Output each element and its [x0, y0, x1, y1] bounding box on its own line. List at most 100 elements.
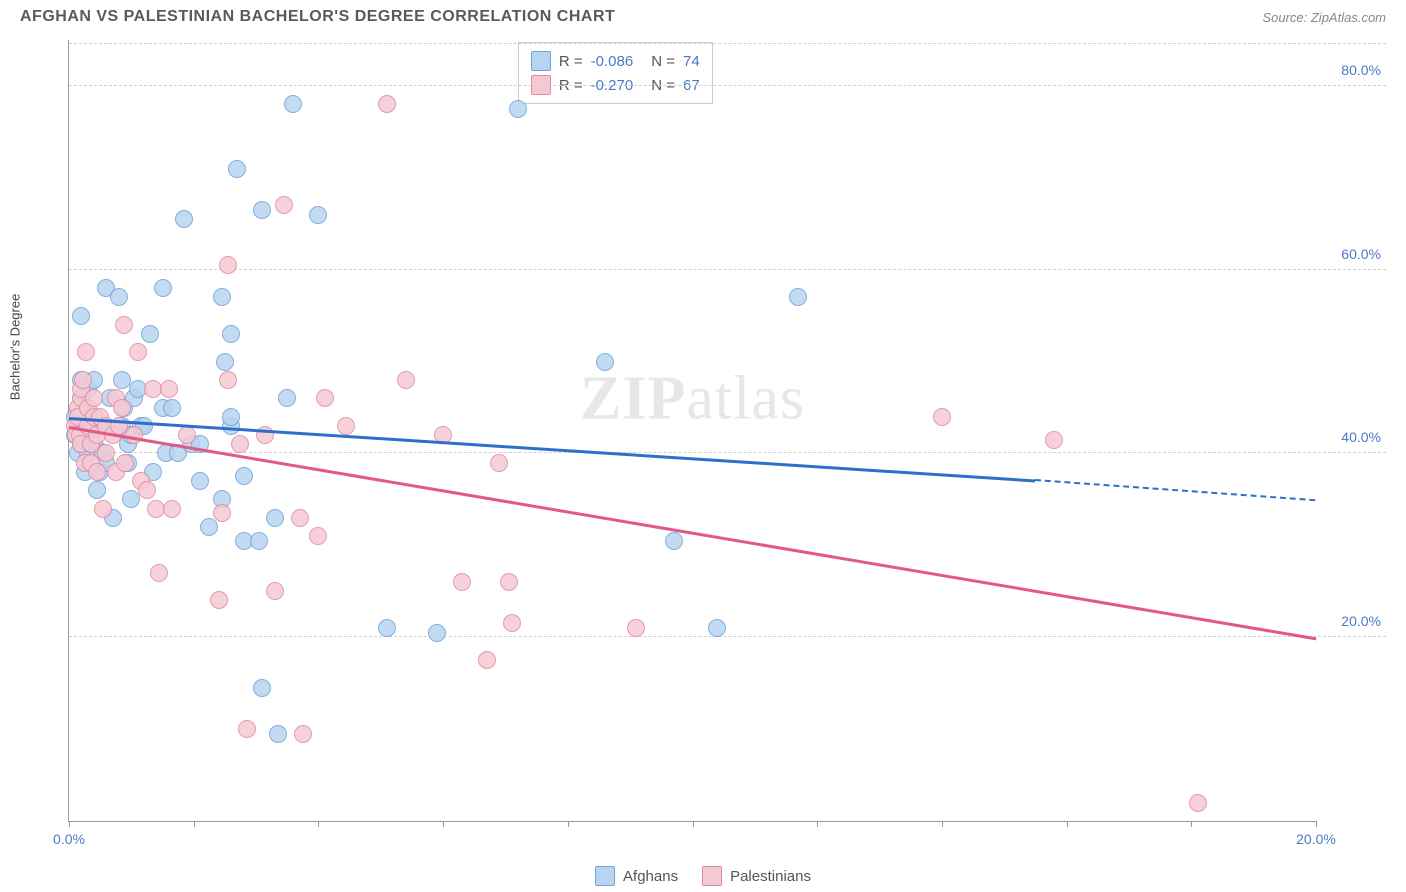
data-point — [337, 417, 355, 435]
data-point — [294, 725, 312, 743]
data-point — [210, 591, 228, 609]
data-point — [478, 651, 496, 669]
data-point — [219, 371, 237, 389]
chart-container: Bachelor's Degree ZIPatlas R = -0.086N =… — [20, 40, 1386, 852]
x-tick — [443, 821, 444, 827]
trend-line — [1035, 479, 1316, 501]
data-point — [665, 532, 683, 550]
data-point — [94, 500, 112, 518]
y-tick-label: 60.0% — [1341, 246, 1381, 262]
data-point — [627, 619, 645, 637]
data-point — [110, 288, 128, 306]
plot-area: ZIPatlas R = -0.086N = 74R = -0.270N = 6… — [68, 40, 1316, 822]
data-point — [235, 467, 253, 485]
data-point — [933, 408, 951, 426]
data-point — [129, 343, 147, 361]
x-tick — [318, 821, 319, 827]
y-tick-label: 80.0% — [1341, 62, 1381, 78]
data-point — [113, 399, 131, 417]
data-point — [509, 100, 527, 118]
data-point — [160, 380, 178, 398]
gridline — [69, 85, 1386, 86]
legend-row: R = -0.086N = 74 — [531, 49, 700, 73]
legend-label: Afghans — [623, 868, 678, 885]
series-legend: Afghans Palestinians — [595, 866, 811, 886]
y-tick-label: 40.0% — [1341, 429, 1381, 445]
data-point — [191, 472, 209, 490]
data-point — [291, 509, 309, 527]
data-point — [163, 399, 181, 417]
chart-title: AFGHAN VS PALESTINIAN BACHELOR'S DEGREE … — [20, 8, 615, 26]
legend-r-label: R = — [559, 53, 583, 70]
y-tick-label: 20.0% — [1341, 613, 1381, 629]
data-point — [178, 426, 196, 444]
data-point — [284, 95, 302, 113]
data-point — [154, 279, 172, 297]
legend-item: Palestinians — [702, 866, 811, 886]
x-tick — [942, 821, 943, 827]
data-point — [222, 408, 240, 426]
data-point — [116, 454, 134, 472]
data-point — [231, 435, 249, 453]
data-point — [269, 725, 287, 743]
x-tick — [568, 821, 569, 827]
x-tick — [194, 821, 195, 827]
source-attribution: Source: ZipAtlas.com — [1262, 10, 1386, 25]
data-point — [200, 518, 218, 536]
data-point — [789, 288, 807, 306]
data-point — [1189, 794, 1207, 812]
data-point — [500, 573, 518, 591]
data-point — [74, 371, 92, 389]
data-point — [378, 95, 396, 113]
data-point — [278, 389, 296, 407]
data-point — [163, 500, 181, 518]
data-point — [97, 444, 115, 462]
data-point — [228, 160, 246, 178]
data-point — [596, 353, 614, 371]
data-point — [138, 481, 156, 499]
data-point — [253, 201, 271, 219]
gridline — [69, 452, 1386, 453]
data-point — [213, 504, 231, 522]
x-tick — [817, 821, 818, 827]
data-point — [708, 619, 726, 637]
legend-label: Palestinians — [730, 868, 811, 885]
data-point — [141, 325, 159, 343]
data-point — [428, 624, 446, 642]
data-point — [219, 256, 237, 274]
x-tick — [1191, 821, 1192, 827]
y-axis-label: Bachelor's Degree — [8, 294, 23, 401]
data-point — [85, 389, 103, 407]
data-point — [238, 720, 256, 738]
x-tick — [1067, 821, 1068, 827]
data-point — [1045, 431, 1063, 449]
data-point — [175, 210, 193, 228]
data-point — [222, 325, 240, 343]
correlation-legend: R = -0.086N = 74R = -0.270N = 67 — [518, 42, 713, 104]
data-point — [378, 619, 396, 637]
data-point — [309, 527, 327, 545]
gridline — [69, 636, 1386, 637]
data-point — [316, 389, 334, 407]
x-tick — [1316, 821, 1317, 827]
legend-n-value: 74 — [683, 53, 700, 70]
data-point — [88, 463, 106, 481]
data-point — [77, 343, 95, 361]
x-tick-label: 0.0% — [53, 831, 85, 847]
data-point — [150, 564, 168, 582]
data-point — [115, 316, 133, 334]
legend-swatch — [595, 866, 615, 886]
watermark: ZIPatlas — [580, 364, 805, 435]
legend-swatch — [702, 866, 722, 886]
data-point — [253, 679, 271, 697]
data-point — [216, 353, 234, 371]
gridline — [69, 269, 1386, 270]
data-point — [275, 196, 293, 214]
data-point — [213, 288, 231, 306]
legend-item: Afghans — [595, 866, 678, 886]
data-point — [397, 371, 415, 389]
legend-swatch — [531, 51, 551, 71]
x-tick — [69, 821, 70, 827]
data-point — [490, 454, 508, 472]
legend-r-value: -0.086 — [591, 53, 634, 70]
